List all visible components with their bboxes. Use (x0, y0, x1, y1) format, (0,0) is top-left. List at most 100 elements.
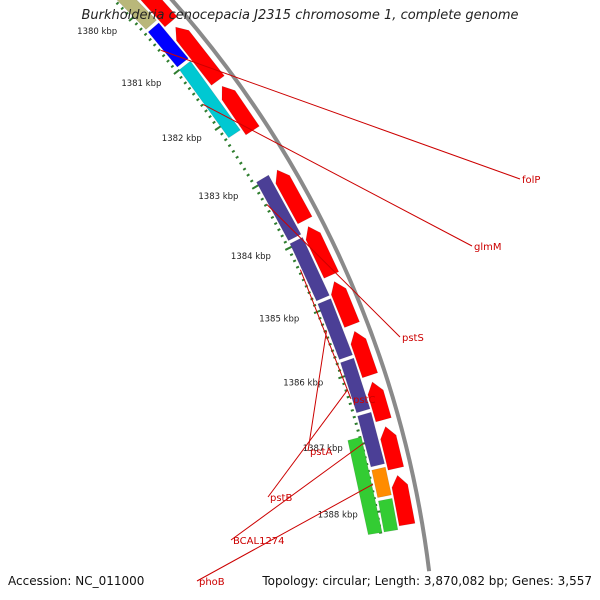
ruler-minor-tick (204, 109, 208, 113)
ruler-minor-tick (187, 86, 192, 91)
genome-summary-text: Topology: circular; Length: 3,870,082 bp… (262, 574, 592, 588)
gene-label-leader (202, 103, 473, 247)
ruler-minor-tick (170, 64, 175, 69)
backbone-arc (169, 0, 432, 572)
ruler-minor-tick (183, 81, 188, 85)
ruler-minor-tick (179, 75, 183, 80)
ruler-minor-tick (350, 409, 355, 412)
feature-forward-red (140, 0, 178, 28)
feature-forward-red (175, 26, 225, 86)
gene-label: BCAL1274 (233, 536, 285, 547)
ruler-minor-tick (289, 253, 294, 257)
feature-layer (116, 0, 416, 536)
ruler-minor-tick (196, 97, 200, 102)
gene-label: phoB (199, 577, 225, 588)
feature-glmM (179, 60, 241, 139)
ruler-minor-tick (235, 155, 239, 159)
ruler-minor-tick (354, 422, 358, 426)
feature-pstS (256, 174, 302, 241)
ruler-minor-tick (161, 53, 166, 58)
ruler-minor-tick (270, 215, 275, 220)
ruler-label: 1382 kbp (162, 134, 202, 144)
ruler-label: 1380 kbp (77, 27, 117, 37)
feature-pstC (289, 237, 330, 302)
ruler-minor-tick (348, 402, 352, 406)
ruler-minor-tick (277, 228, 281, 232)
ruler-minor-tick (231, 149, 236, 154)
gene-label-leader (230, 443, 364, 541)
gene-label-leader (267, 389, 348, 498)
ruler-minor-tick (148, 37, 152, 42)
ruler-minor-tick (242, 167, 247, 171)
ruler-major-tick (173, 68, 181, 75)
ruler-minor-tick (223, 138, 228, 142)
ruler-minor-tick (346, 395, 350, 399)
ruler-minor-tick (263, 203, 268, 207)
feature-forward-red (275, 169, 313, 225)
ruler-minor-tick (212, 120, 216, 125)
backbone-layer (169, 0, 432, 572)
ruler-label: 1385 kbp (259, 314, 299, 324)
ruler-minor-tick (143, 32, 148, 37)
gene-label: pstA (310, 447, 332, 458)
ruler-minor-tick (200, 103, 204, 108)
ruler-minor-tick (125, 11, 129, 16)
map-title: Burkholderia cenocepacia J2315 chromosom… (81, 8, 519, 23)
feature-upstream-khaki (116, 0, 157, 30)
ruler-minor-tick (157, 48, 161, 52)
feature-forward-red (330, 281, 360, 328)
ruler-minor-tick (246, 173, 250, 177)
ruler-minor-tick (356, 429, 360, 432)
gene-label: glmM (474, 242, 502, 253)
feature-BCAL1274 (357, 411, 385, 468)
ruler-minor-tick (191, 92, 196, 96)
feature-phoB (371, 466, 392, 498)
ruler-minor-tick (352, 415, 356, 419)
gene-label-leader (161, 49, 521, 180)
ruler-minor-tick (280, 234, 284, 238)
ruler-label: 1387 kbp (303, 444, 343, 454)
gene-label-leader (196, 483, 374, 582)
ruler-major-tick (338, 375, 346, 380)
feature-forward-red (367, 381, 392, 423)
feature-forward-red (305, 226, 340, 279)
ruler-minor-tick (120, 6, 125, 11)
gene-label-leader (307, 330, 328, 452)
ruler-label: 1388 kbp (318, 511, 358, 521)
label-layer: folP glmM pstS pstC pstA pstB BCAL1274 phoB (161, 49, 540, 588)
ruler-minor-tick (166, 59, 170, 63)
ruler-minor-tick (292, 259, 297, 263)
gene-label: pstS (402, 333, 424, 344)
ruler-label: 1386 kbp (283, 378, 323, 388)
ruler-minor-tick (152, 43, 157, 47)
gene-label: pstC (353, 395, 375, 406)
feature-forward-red (350, 330, 379, 379)
ruler-minor-tick (283, 240, 288, 244)
feature-green-lower (347, 436, 383, 536)
ruler-minor-tick (208, 114, 212, 119)
ruler-major-tick (284, 245, 293, 251)
ruler-minor-tick (115, 1, 120, 6)
accession-text: Accession: NC_011000 (8, 574, 145, 588)
feature-forward-red (380, 426, 405, 471)
feature-forward-red (221, 85, 260, 136)
ruler-minor-tick (134, 22, 139, 26)
ruler-minor-tick (249, 179, 254, 183)
gene-label: pstB (270, 493, 292, 504)
gene-label-leader (266, 204, 401, 338)
ruler-minor-tick (256, 191, 261, 195)
ruler-minor-tick (139, 27, 143, 31)
feature-green (378, 497, 399, 533)
ruler-label: 1384 kbp (231, 252, 271, 262)
ruler-minor-tick (227, 143, 232, 148)
ruler-minor-tick (295, 265, 300, 269)
ruler-major-tick (251, 184, 259, 190)
ruler-minor-tick (239, 161, 243, 165)
feature-pstA (317, 298, 353, 360)
ruler-minor-tick (260, 197, 265, 201)
ruler-minor-tick (267, 209, 271, 213)
gene-label: folP (522, 175, 540, 186)
ruler-label: 1383 kbp (198, 192, 238, 202)
ruler-major-tick (214, 125, 222, 131)
